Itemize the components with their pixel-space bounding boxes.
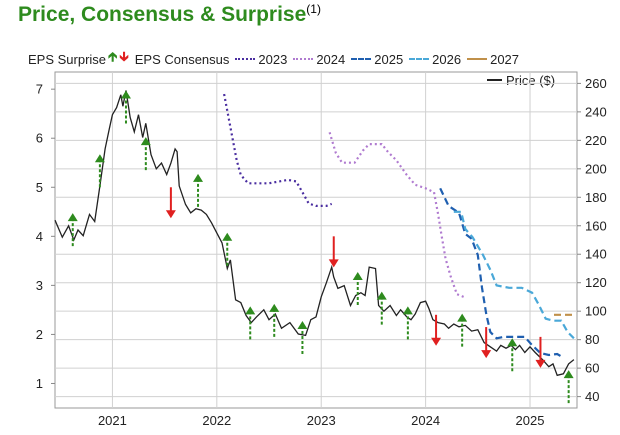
legend-series-2025-label: 2025 <box>374 51 404 67</box>
legend-series-2026: 2026 <box>409 52 461 67</box>
eps-surprise-arrow-17 <box>481 327 492 359</box>
eps-surprise-arrow-19 <box>535 336 546 368</box>
eps-surprise-head-14 <box>402 306 413 315</box>
eps-surprise-head-20 <box>563 370 574 379</box>
eps-surprise-head-19 <box>535 359 546 368</box>
right-tick-label-200: 200 <box>585 161 607 176</box>
legend-series-2027-label: 2027 <box>490 51 520 67</box>
legend-eps-consensus-label: EPS Consensus <box>134 51 230 67</box>
up-arrow-icon: 🡱 <box>108 49 118 64</box>
eps-surprise-arrow-13 <box>376 291 387 325</box>
right-tick-label-180: 180 <box>585 190 607 205</box>
eps-surprise-head-16 <box>457 313 468 322</box>
legend-series-2024: 2024 <box>293 52 345 67</box>
x-tick-label-2025: 2025 <box>516 413 545 428</box>
legend-swatch-2023 <box>235 58 256 60</box>
eps-surprise-head-15 <box>431 337 442 346</box>
eps-surprise-head-1 <box>67 213 78 222</box>
right-tick-label-220: 220 <box>585 133 607 148</box>
legend-series-2023-label: 2023 <box>258 51 288 67</box>
left-tick-label-7: 7 <box>36 82 43 97</box>
eps-surprise-arrow-15 <box>431 314 442 346</box>
legend-swatch-2024 <box>293 58 314 60</box>
x-tick-label-2024: 2024 <box>411 413 440 428</box>
eps-surprise-head-12 <box>352 271 363 280</box>
eps-surprise-arrow-14 <box>402 306 413 340</box>
eps-surprise-arrow-9 <box>269 303 280 337</box>
left-tick-label-6: 6 <box>36 131 43 146</box>
consensus-line-2023 <box>223 93 333 207</box>
eps-surprise-arrow-8 <box>245 306 256 340</box>
eps-surprise-arrow-7 <box>222 232 233 266</box>
eps-surprise-head-10 <box>297 321 308 330</box>
legend-price-label: Price ($) <box>506 73 555 88</box>
eps-surprise-arrow-12 <box>352 271 363 305</box>
legend-series-2024-label: 2024 <box>316 51 346 67</box>
eps-surprise-head-6 <box>193 173 204 182</box>
x-tick-label-2022: 2022 <box>202 413 231 428</box>
eps-surprise-head-17 <box>481 350 492 359</box>
consensus-line-2025 <box>439 187 562 358</box>
eps-surprise-arrow-11 <box>328 236 339 268</box>
eps-surprise-arrow-10 <box>297 321 308 355</box>
eps-surprise-arrow-3 <box>120 90 131 124</box>
chart-legend: EPS Surprise 🡱 🡳 EPS Consensus 2023 2024… <box>28 48 525 70</box>
right-tick-label-40: 40 <box>585 389 599 404</box>
x-tick-label-2023: 2023 <box>307 413 336 428</box>
eps-surprise-arrow-20 <box>563 370 574 404</box>
right-tick-label-260: 260 <box>585 76 607 91</box>
eps-surprise-head-9 <box>269 303 280 312</box>
legend-eps-surprise-label: EPS Surprise <box>28 51 107 67</box>
eps-surprise-arrow-16 <box>457 313 468 347</box>
left-tick-label-4: 4 <box>36 229 43 244</box>
legend-swatch-2027 <box>467 58 488 60</box>
legend-series-2027: 2027 <box>467 52 519 67</box>
right-tick-label-240: 240 <box>585 104 607 119</box>
legend-swatch-2026 <box>409 58 430 60</box>
right-tick-label-140: 140 <box>585 247 607 262</box>
legend-swatch-2025 <box>351 58 372 60</box>
legend-series-2026-label: 2026 <box>432 51 462 67</box>
price-line <box>54 90 575 377</box>
eps-surprise-head-2 <box>94 154 105 163</box>
eps-surprise-arrow-1 <box>67 213 78 247</box>
left-tick-label-3: 3 <box>36 278 43 293</box>
eps-surprise-head-13 <box>376 291 387 300</box>
eps-surprise-arrow-18 <box>507 338 518 372</box>
eps-surprise-head-8 <box>245 306 256 315</box>
legend-eps-surprise: EPS Surprise 🡱 🡳 <box>28 48 129 70</box>
right-tick-label-60: 60 <box>585 361 599 376</box>
eps-surprise-head-18 <box>507 338 518 347</box>
legend-series-2023: 2023 <box>235 52 287 67</box>
legend-series-2025: 2025 <box>351 52 403 67</box>
eps-surprise-arrow-5 <box>165 187 176 219</box>
right-tick-label-100: 100 <box>585 304 607 319</box>
plot-area <box>54 71 578 409</box>
left-tick-label-1: 1 <box>36 376 43 391</box>
eps-surprise-head-11 <box>328 259 339 268</box>
eps-surprise-arrow-2 <box>94 154 105 188</box>
right-tick-label-160: 160 <box>585 218 607 233</box>
left-tick-label-5: 5 <box>36 180 43 195</box>
eps-surprise-head-3 <box>120 90 131 99</box>
title-footnote: (1) <box>306 2 321 16</box>
left-tick-label-2: 2 <box>36 327 43 342</box>
consensus-line-2024 <box>328 131 466 299</box>
legend-eps-consensus: EPS Consensus <box>135 52 230 67</box>
x-tick-label-2021: 2021 <box>98 413 127 428</box>
eps-surprise-head-4 <box>140 137 151 146</box>
right-tick-label-120: 120 <box>585 275 607 290</box>
consensus-line-2026 <box>453 210 575 340</box>
chart-title: Price, Consensus & Surprise(1) <box>18 2 321 27</box>
eps-surprise-head-5 <box>165 210 176 219</box>
down-arrow-icon: 🡳 <box>119 49 129 64</box>
eps-surprise-arrow-6 <box>193 173 204 207</box>
chart-title-text: Price, Consensus & Surprise <box>18 3 307 26</box>
right-tick-label-80: 80 <box>585 332 599 347</box>
eps-surprise-arrow-4 <box>140 137 151 171</box>
eps-surprise-head-7 <box>222 232 233 241</box>
